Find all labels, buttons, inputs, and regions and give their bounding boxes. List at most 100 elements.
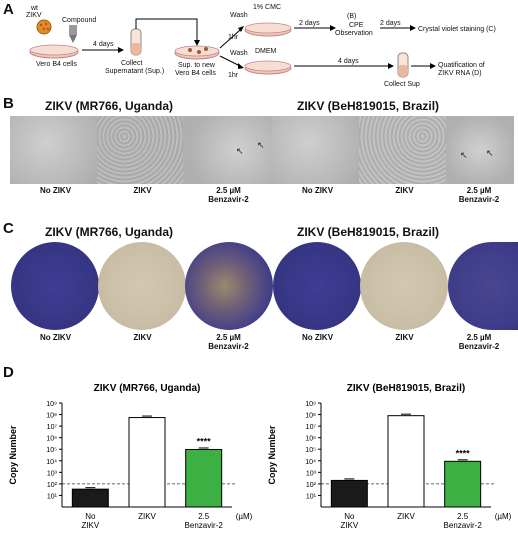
wt-label: wt xyxy=(31,5,38,12)
label-c-left-no-zikv: No ZIKV xyxy=(39,333,72,342)
label-b-right-zikv: ZIKV xyxy=(395,186,414,195)
label-c-right-conc: 2.5 µM xyxy=(466,333,492,342)
virus-particle-icon xyxy=(36,19,52,35)
pipette-icon xyxy=(69,25,77,35)
y-axis-label: Copy Number xyxy=(267,425,277,485)
quant-label: Quatification of xyxy=(438,62,485,69)
chart-beh819015: ZIKV (BeH819015, Brazil) Copy Number 10¹ 10… xyxy=(267,383,512,530)
label-b-right-conc: 2.5 µM xyxy=(466,186,492,195)
label-b-right-benzavir: Benzavir-2 xyxy=(458,195,500,204)
significance-label: **** xyxy=(456,448,471,458)
bar-3 xyxy=(185,448,223,508)
micrograph-right-zikv xyxy=(359,116,450,184)
panel-b-label: B xyxy=(3,95,14,112)
bar-2 xyxy=(128,417,166,508)
x-tick-label: No xyxy=(344,512,355,521)
bar-1 xyxy=(330,479,368,508)
y-tick-label: 10³ xyxy=(306,470,317,477)
micrograph-right-no-zikv xyxy=(272,116,363,184)
collect-sup-label: Collect Sup xyxy=(384,81,420,88)
label-c-left-zikv: ZIKV xyxy=(133,333,152,342)
y-tick-label: 10⁹ xyxy=(46,401,57,408)
hr-label-1: 1hr xyxy=(228,34,239,41)
micrograph-right-benzavir: ↖ ↖ xyxy=(446,116,514,184)
vero-new-label: Vero B4 cells xyxy=(175,70,216,77)
crystal-label: Crystal violet staining (C) xyxy=(418,26,496,33)
well-left-no-zikv xyxy=(11,242,99,330)
y-tick-label: 10⁶ xyxy=(305,436,316,443)
y-tick-label: 10⁴ xyxy=(46,459,57,466)
y-tick-label: 10⁵ xyxy=(46,447,57,454)
label-b-right-no-zikv: No ZIKV xyxy=(301,186,334,195)
bar-2 xyxy=(387,415,425,508)
two-days-label-1: 2 days xyxy=(299,20,320,27)
well-left-zikv xyxy=(98,242,186,330)
y-tick-label: 10¹ xyxy=(47,493,58,500)
zikv-label: ZIKV xyxy=(26,12,42,19)
bar-1 xyxy=(71,488,109,508)
y-tick-label: 10² xyxy=(306,482,317,489)
cpe-label: CPE xyxy=(349,22,364,29)
arrow-marker-icon: ↖ xyxy=(257,140,265,150)
micrograph-left-zikv xyxy=(97,116,188,184)
compound-label: Compound xyxy=(62,17,97,24)
chart-title: ZIKV (BeH819015, Brazil) xyxy=(347,383,465,394)
label-c-right-no-zikv: No ZIKV xyxy=(301,333,334,342)
label-b-left-no-zikv: No ZIKV xyxy=(39,186,72,195)
y-tick-label: 10⁸ xyxy=(305,413,316,420)
dmem-label: DMEM xyxy=(255,48,277,55)
panel-d-label: D xyxy=(3,364,14,381)
y-tick-label: 10¹ xyxy=(306,493,317,500)
y-tick-label: 10² xyxy=(47,482,58,489)
vero-label: Vero B4 cells xyxy=(36,61,77,68)
sup-new-label: Sup. to new xyxy=(178,62,215,69)
x-tick-label: ZIKV xyxy=(340,521,358,530)
four-days-label: 4 days xyxy=(93,41,114,48)
x-tick-label: ZIKV xyxy=(397,512,415,521)
label-c-right-zikv: ZIKV xyxy=(395,333,414,342)
y-tick-label: 10³ xyxy=(47,470,58,477)
wash-label-1: Wash xyxy=(230,12,248,19)
x-tick-label: Benzavir-2 xyxy=(185,521,224,530)
b-ref-label: (B) xyxy=(347,13,357,20)
label-b-left-zikv: ZIKV xyxy=(133,186,152,195)
micrograph-left-benzavir: ↖ ↖ xyxy=(183,116,274,184)
four-days-label-2: 4 days xyxy=(338,58,359,65)
well-right-no-zikv xyxy=(273,242,361,330)
x-tick-label: Benzavir-2 xyxy=(444,521,483,530)
cmc-label: 1% CMC xyxy=(253,4,282,11)
panel-b-title-left: ZIKV (MR766, Uganda) xyxy=(45,99,174,113)
unit-label: (µM) xyxy=(495,512,512,521)
label-b-left-benzavir: Benzavir-2 xyxy=(208,195,249,204)
x-tick-label: No xyxy=(85,512,96,521)
quant-label-2: ZIKV RNA (D) xyxy=(438,70,482,77)
arrow-marker-icon: ↖ xyxy=(236,146,244,156)
panel-b-title-right: ZIKV (BeH819015, Brazil) xyxy=(297,99,440,113)
significance-label: **** xyxy=(197,436,212,446)
y-axis-label: Copy Number xyxy=(8,425,18,485)
hr-label-2: 1hr xyxy=(228,72,239,79)
panel-a-label: A xyxy=(3,1,14,18)
panel-c-title-left: ZIKV (MR766, Uganda) xyxy=(45,225,174,239)
unit-label: (µM) xyxy=(236,512,253,521)
y-tick-label: 10⁴ xyxy=(305,459,316,466)
y-tick-label: 10⁹ xyxy=(305,401,316,408)
panel-c-label: C xyxy=(3,220,14,237)
collect-label: Collect xyxy=(121,60,143,67)
panel-c-title-right: ZIKV (BeH819015, Brazil) xyxy=(297,225,440,239)
wash-label-2: Wash xyxy=(230,50,248,57)
x-tick-label: 2.5 xyxy=(198,512,210,521)
y-tick-label: 10⁷ xyxy=(306,424,317,431)
well-right-benzavir xyxy=(448,242,518,330)
bar-3 xyxy=(444,460,482,508)
supernatant-label: Supernatant (Sup.) xyxy=(105,68,165,75)
y-tick-label: 10⁸ xyxy=(46,413,57,420)
well-left-benzavir xyxy=(185,242,273,330)
x-tick-label: ZIKV xyxy=(81,521,99,530)
label-b-left-conc: 2.5 µM xyxy=(216,186,241,195)
observation-label: Observation xyxy=(335,30,373,37)
y-tick-label: 10⁷ xyxy=(47,424,58,431)
label-c-left-conc: 2.5 µM xyxy=(216,333,241,342)
chart-mr766: ZIKV (MR766, Uganda) Copy Number 10¹ 10² 10³… xyxy=(8,383,253,530)
chart-title: ZIKV (MR766, Uganda) xyxy=(94,383,201,394)
